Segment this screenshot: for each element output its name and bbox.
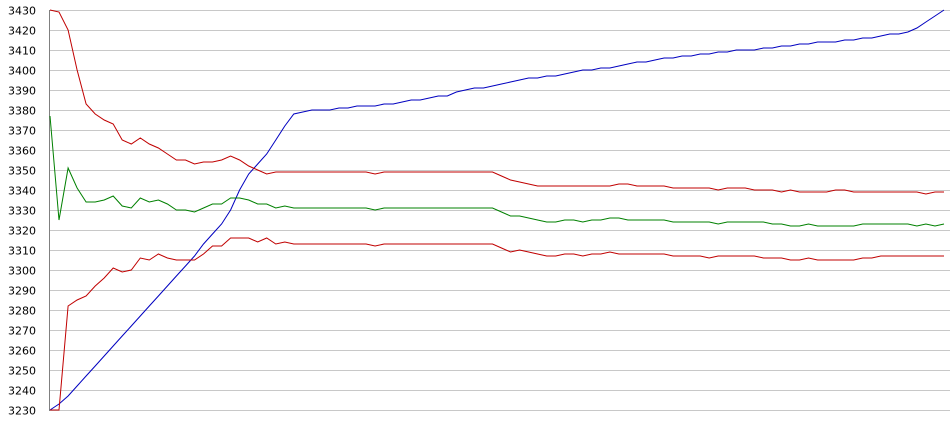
y-tick-label: 3430 — [8, 5, 36, 18]
y-tick-label: 3280 — [8, 305, 36, 318]
series-line-1 — [49, 9, 945, 411]
y-tick-label: 3400 — [8, 65, 36, 78]
series-line-2 — [49, 9, 944, 195]
y-tick-label: 3350 — [8, 165, 36, 178]
series-line-4 — [50, 237, 944, 411]
y-tick-label: 3230 — [8, 405, 36, 418]
y-tick-labels: 3230 3240 3250 3260 3270 3280 3290 3300 3310 3320… — [8, 5, 36, 418]
y-tick-label: 3330 — [8, 205, 36, 218]
y-tick-label: 3340 — [8, 185, 36, 198]
y-tick-label: 3270 — [8, 325, 36, 338]
y-tick-label: 3320 — [8, 225, 36, 238]
series-line-3 — [49, 115, 945, 227]
y-tick-label: 3290 — [8, 285, 36, 298]
gridlines — [50, 10, 950, 411]
y-tick-label: 3300 — [8, 265, 36, 278]
y-tick-label: 3380 — [8, 105, 36, 118]
y-tick-label: 3410 — [8, 45, 36, 58]
y-tick-label: 3390 — [8, 85, 36, 98]
y-tick-label: 3420 — [8, 25, 36, 38]
y-tick-label: 3250 — [8, 365, 36, 378]
y-tick-label: 3260 — [8, 345, 36, 358]
y-tick-label: 3240 — [8, 385, 36, 398]
y-tick-label: 3360 — [8, 145, 36, 158]
y-tick-label: 3370 — [8, 125, 36, 138]
y-tick-label: 3310 — [8, 245, 36, 258]
series-lines — [49, 9, 945, 411]
